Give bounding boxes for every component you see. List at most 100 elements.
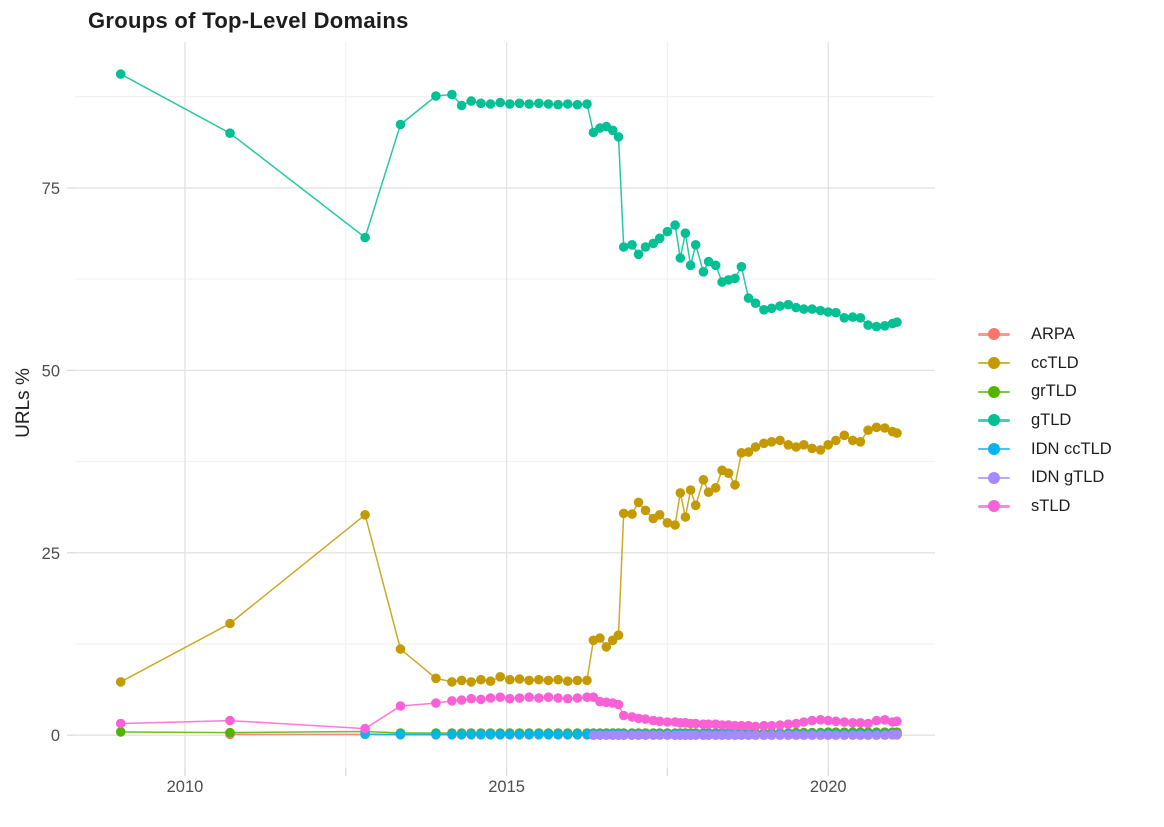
data-point-cctld: [618, 508, 629, 519]
data-point-stld: [543, 692, 554, 702]
data-point-gtld: [892, 317, 902, 328]
data-point-gtld: [633, 249, 644, 260]
data-point-gtld: [618, 242, 629, 252]
data-point-gtld: [572, 99, 583, 110]
data-point-cctld: [524, 675, 534, 686]
data-point-stld: [847, 718, 858, 728]
data-point-idn-gtld: [783, 730, 794, 740]
data-point-gtld: [654, 233, 665, 244]
data-point-stld: [807, 715, 817, 726]
data-point-cctld: [783, 440, 794, 450]
data-point-stld: [750, 721, 761, 732]
data-point-gtld: [698, 267, 709, 277]
data-point-gtld: [553, 99, 563, 110]
data-point-stld: [880, 715, 890, 725]
data-point-cctld: [791, 442, 801, 452]
data-point-cctld: [743, 447, 754, 457]
data-point-idn-gtld: [766, 730, 777, 740]
data-point-gtld: [662, 226, 673, 237]
data-point-cctld: [766, 437, 777, 447]
data-point-idn-cctld: [514, 729, 525, 740]
data-point-stld: [476, 694, 486, 705]
data-point-gtld: [690, 240, 701, 250]
data-point-idn-gtld: [839, 730, 850, 740]
data-point-gtld: [759, 305, 769, 315]
data-point-idn-gtld: [759, 730, 769, 740]
data-point-cctld: [807, 443, 817, 454]
data-point-gtld: [855, 313, 866, 323]
data-point-gtld: [524, 99, 534, 109]
data-point-cctld: [582, 675, 592, 686]
chart-title: Groups of Top-Level Domains: [88, 8, 409, 33]
legend-dot-icon: [988, 500, 1000, 513]
data-point-stld: [395, 701, 406, 711]
data-point-idn-gtld: [662, 730, 673, 740]
data-point-stld: [456, 695, 467, 705]
data-point-cctld: [601, 642, 612, 652]
data-point-gtld: [847, 312, 858, 322]
data-point-cctld: [703, 487, 714, 498]
data-point-cctld: [863, 425, 873, 436]
x-tick-label: 2010: [167, 778, 204, 796]
legend-label: IDN ccTLD: [1031, 439, 1112, 458]
data-point-cctld: [750, 442, 761, 452]
data-point-cctld: [495, 672, 506, 682]
data-point-idn-cctld: [524, 729, 534, 740]
data-point-gtld: [225, 128, 235, 138]
data-point-gtld: [640, 242, 651, 252]
legend-item-cctld: ccTLD: [978, 349, 1112, 378]
data-point-cctld: [613, 630, 624, 640]
legend-label: IDN gTLD: [1031, 468, 1105, 487]
data-point-cctld: [485, 676, 496, 686]
legend-label: sTLD: [1031, 496, 1071, 515]
data-point-cctld: [670, 520, 680, 530]
data-point-stld: [831, 716, 841, 727]
data-point-idn-cctld: [562, 729, 573, 740]
data-point-idn-gtld: [618, 730, 629, 740]
data-point-gtld: [703, 256, 714, 267]
data-point-cctld: [476, 674, 486, 685]
data-point-gtld: [799, 304, 809, 314]
data-point-gtld: [360, 232, 370, 243]
legend-item-stld: sTLD: [978, 492, 1112, 521]
y-tick-label: 25: [42, 545, 60, 563]
data-point-idn-gtld: [736, 730, 747, 740]
data-point-idn-cctld: [534, 729, 544, 740]
data-point-stld: [892, 716, 902, 727]
data-point-gtld: [534, 98, 544, 109]
legend-dot-icon: [988, 471, 1000, 484]
data-point-gtld: [485, 99, 496, 109]
data-point-idn-cctld: [456, 729, 467, 740]
legend-key-icon: [978, 327, 1010, 341]
data-point-cctld: [685, 485, 696, 495]
legend-label: ARPA: [1031, 324, 1075, 343]
legend-dot-icon: [988, 357, 1000, 370]
data-point-cctld: [543, 675, 554, 686]
data-point-stld: [815, 715, 826, 725]
data-point-grtld: [225, 727, 235, 738]
data-point-cctld: [595, 633, 605, 643]
data-point-cctld: [360, 510, 370, 520]
data-point-gtld: [115, 69, 126, 79]
legend-dot-icon: [988, 328, 1000, 341]
legend-item-arpa: ARPA: [978, 320, 1112, 349]
data-point-stld: [431, 698, 441, 708]
data-point-cctld: [466, 677, 477, 687]
data-point-stld: [690, 718, 701, 729]
data-point-idn-gtld: [633, 730, 644, 740]
data-point-cctld: [562, 676, 573, 686]
data-point-stld: [225, 715, 235, 726]
data-point-stld: [823, 715, 833, 726]
data-point-stld: [743, 720, 754, 731]
data-point-idn-gtld: [847, 730, 858, 740]
data-point-gtld: [562, 99, 573, 109]
data-point-stld: [618, 710, 629, 721]
data-point-cctld: [225, 618, 235, 629]
data-point-stld: [553, 693, 563, 703]
data-point-stld: [562, 693, 573, 704]
data-point-cctld: [627, 509, 637, 519]
data-point-stld: [514, 693, 525, 703]
data-point-stld: [863, 718, 873, 729]
data-point-gtld: [431, 91, 441, 101]
data-point-gtld: [880, 321, 890, 331]
